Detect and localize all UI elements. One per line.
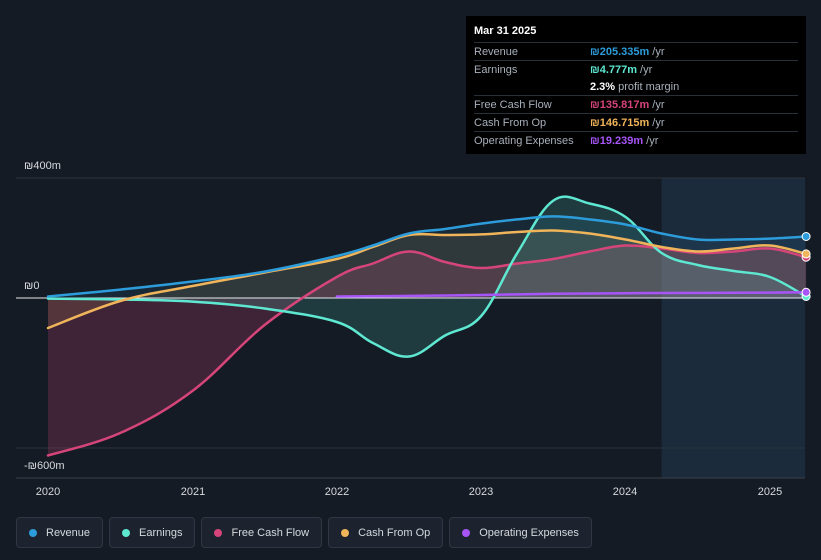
legend-free-cash-flow[interactable]: Free Cash Flow xyxy=(201,517,323,548)
tooltip-value: ₪135.817m xyxy=(590,98,650,111)
legend-label: Operating Expenses xyxy=(479,526,579,539)
tooltip-unit: profit margin xyxy=(618,80,680,93)
tooltip-value: ₪19.239m xyxy=(590,134,644,147)
operating-expenses-line xyxy=(335,291,808,298)
tooltip-label: Operating Expenses xyxy=(474,134,574,147)
tooltip-row-opex: Operating Expenses ₪19.239m /yr xyxy=(474,131,798,149)
tooltip-row-fcf: Free Cash Flow ₪135.817m /yr xyxy=(474,95,798,113)
operating-expenses-end-marker xyxy=(801,287,811,297)
tooltip-value: 2.3% xyxy=(590,80,616,93)
cash-from-op-area xyxy=(48,230,807,328)
legend-label: Free Cash Flow xyxy=(231,526,310,539)
tooltip-unit: /yr xyxy=(652,98,665,111)
tooltip-value: ₪205.335m xyxy=(590,45,650,58)
tooltip-label: Revenue xyxy=(474,45,519,58)
tooltip-row-earnings: Earnings ₪4.777m /yr xyxy=(474,60,798,78)
revenue-line xyxy=(46,215,808,298)
tooltip-unit: /yr xyxy=(646,134,659,147)
chart-area xyxy=(16,177,811,479)
y-label-top: ₪400m xyxy=(24,160,61,172)
tooltip-unit: /yr xyxy=(652,116,665,129)
tooltip-value: ₪4.777m xyxy=(590,63,638,76)
legend-revenue[interactable]: Revenue xyxy=(16,517,104,548)
free-cash-flow-dot-icon xyxy=(214,528,223,537)
x-tick-2022: 2022 xyxy=(324,486,350,498)
x-tick-2025: 2025 xyxy=(757,486,783,498)
tooltip-row-margin: 2.3% profit margin xyxy=(474,78,798,95)
tooltip-panel: Mar 31 2025 Revenue ₪205.335m /yr Earnin… xyxy=(466,16,806,154)
x-tick-2020: 2020 xyxy=(35,486,61,498)
y-label-bottom: -₪600m xyxy=(24,460,65,472)
cash-from-op-dot-icon xyxy=(341,528,350,537)
tooltip-label: Earnings xyxy=(474,63,518,76)
x-tick-2021: 2021 xyxy=(180,486,206,498)
earnings-dot-icon xyxy=(122,528,131,537)
revenue-dot-icon xyxy=(29,528,37,537)
y-label-zero: ₪0 xyxy=(24,280,40,292)
tooltip-row-cfo: Cash From Op ₪146.715m /yr xyxy=(474,113,798,131)
tooltip-row-revenue: Revenue ₪205.335m /yr xyxy=(474,42,798,60)
legend-earnings[interactable]: Earnings xyxy=(109,517,196,548)
tooltip-label: Cash From Op xyxy=(474,116,547,129)
tooltip-unit: /yr xyxy=(652,45,665,58)
tooltip-value: ₪146.715m xyxy=(590,116,650,129)
tooltip-date: Mar 31 2025 xyxy=(474,25,537,37)
legend-label: Revenue xyxy=(46,526,91,539)
highlight-region xyxy=(661,178,805,478)
legend-label: Cash From Op xyxy=(358,526,431,539)
legend-cash-from-op[interactable]: Cash From Op xyxy=(328,517,444,548)
cash-from-op-end-marker xyxy=(801,249,811,259)
free-cash-flow-line xyxy=(46,244,808,457)
cash-from-op-line xyxy=(46,229,808,330)
tooltip-label: Free Cash Flow xyxy=(474,98,552,111)
operating-expenses-dot-icon xyxy=(462,528,471,537)
tooltip-unit: /yr xyxy=(640,63,653,76)
legend: Revenue Earnings Free Cash Flow Cash Fro… xyxy=(16,517,592,548)
legend-label: Earnings xyxy=(139,526,183,539)
x-tick-2023: 2023 xyxy=(468,486,494,498)
revenue-end-marker xyxy=(801,232,811,241)
legend-operating-expenses[interactable]: Operating Expenses xyxy=(449,517,592,548)
earnings-line xyxy=(46,195,808,358)
x-tick-2024: 2024 xyxy=(612,486,638,498)
